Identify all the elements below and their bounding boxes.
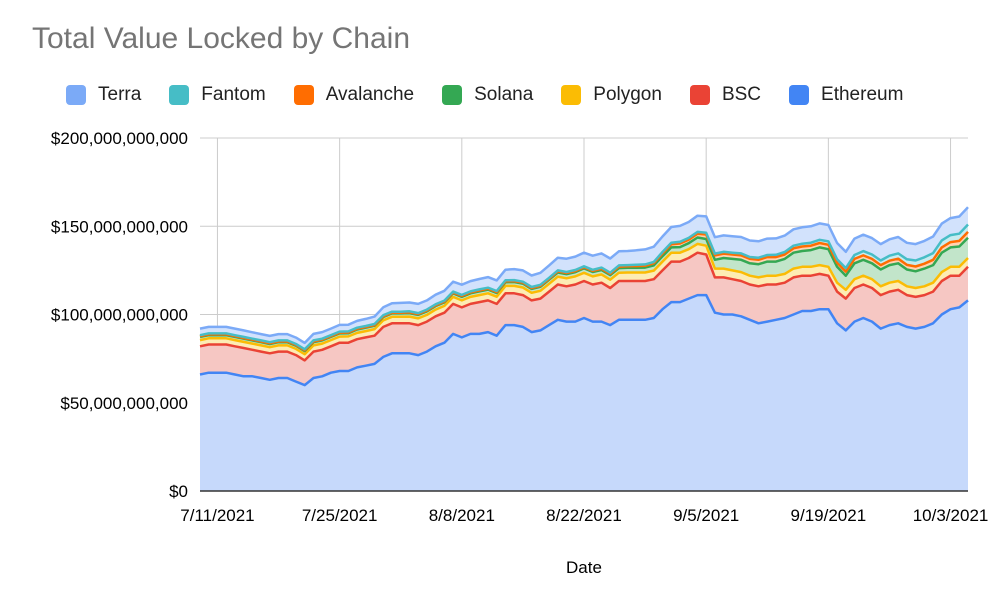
legend-swatch [789,85,810,105]
x-tick-label: 8/8/2021 [429,506,495,525]
chart-title: Total Value Locked by Chain [32,22,411,55]
x-tick-label: 9/19/2021 [791,506,867,525]
series-line-ethereum [199,293,969,387]
series-line-bsc [199,251,969,362]
legend-item-bsc: BSC [689,84,762,106]
legend-label: Polygon [593,84,662,105]
legend-swatch [689,85,710,105]
legend-swatch [66,85,86,105]
legend-label: Avalanche [325,84,415,105]
area-solana [200,237,968,355]
series-line-terra [199,206,969,345]
x-tick-label: 7/11/2021 [180,506,254,525]
legend-item-polygon: Polygon [561,84,662,106]
x-tick-label: 9/5/2021 [673,506,739,525]
y-tick-label: $100,000,000,000 [51,306,188,325]
series-line-fantom [199,223,969,351]
area-ethereum [200,295,968,491]
legend-label: Solana [474,84,534,105]
legend-item-ethereum: Ethereum [789,84,903,106]
legend-item-solana: Solana [442,84,533,106]
legend-label: BSC [721,84,762,105]
y-tick-label: $200,000,000,000 [51,129,188,148]
x-axis-label: Date [566,558,602,577]
legend-item-fantom: Fantom [169,84,266,106]
legend-label: Terra [98,84,142,105]
y-tick-label: $50,000,000,000 [60,394,188,413]
y-tick-label: $150,000,000,000 [51,217,188,236]
legend-item-terra: Terra [66,84,141,106]
y-tick-label: $0 [169,482,188,501]
legend-swatch [293,85,314,105]
legend-swatch [442,85,463,105]
legend-item-avalanche: Avalanche [293,84,415,106]
legend-label: Fantom [201,84,266,105]
x-tick-label: 7/25/2021 [302,506,378,525]
area-terra [200,207,968,350]
x-tick-label: 8/22/2021 [546,506,622,525]
legend-swatch [561,85,582,105]
area-polygon [200,243,968,361]
legend-swatch [169,85,190,105]
area-bsc [200,252,968,386]
legend: Terra Fantom Avalanche Solana Polygon BSC Ethe… [66,82,931,108]
x-tick-label: 10/3/2021 [913,506,989,525]
legend-label: Ethereum [821,84,904,105]
series-line-polygon [199,242,969,356]
